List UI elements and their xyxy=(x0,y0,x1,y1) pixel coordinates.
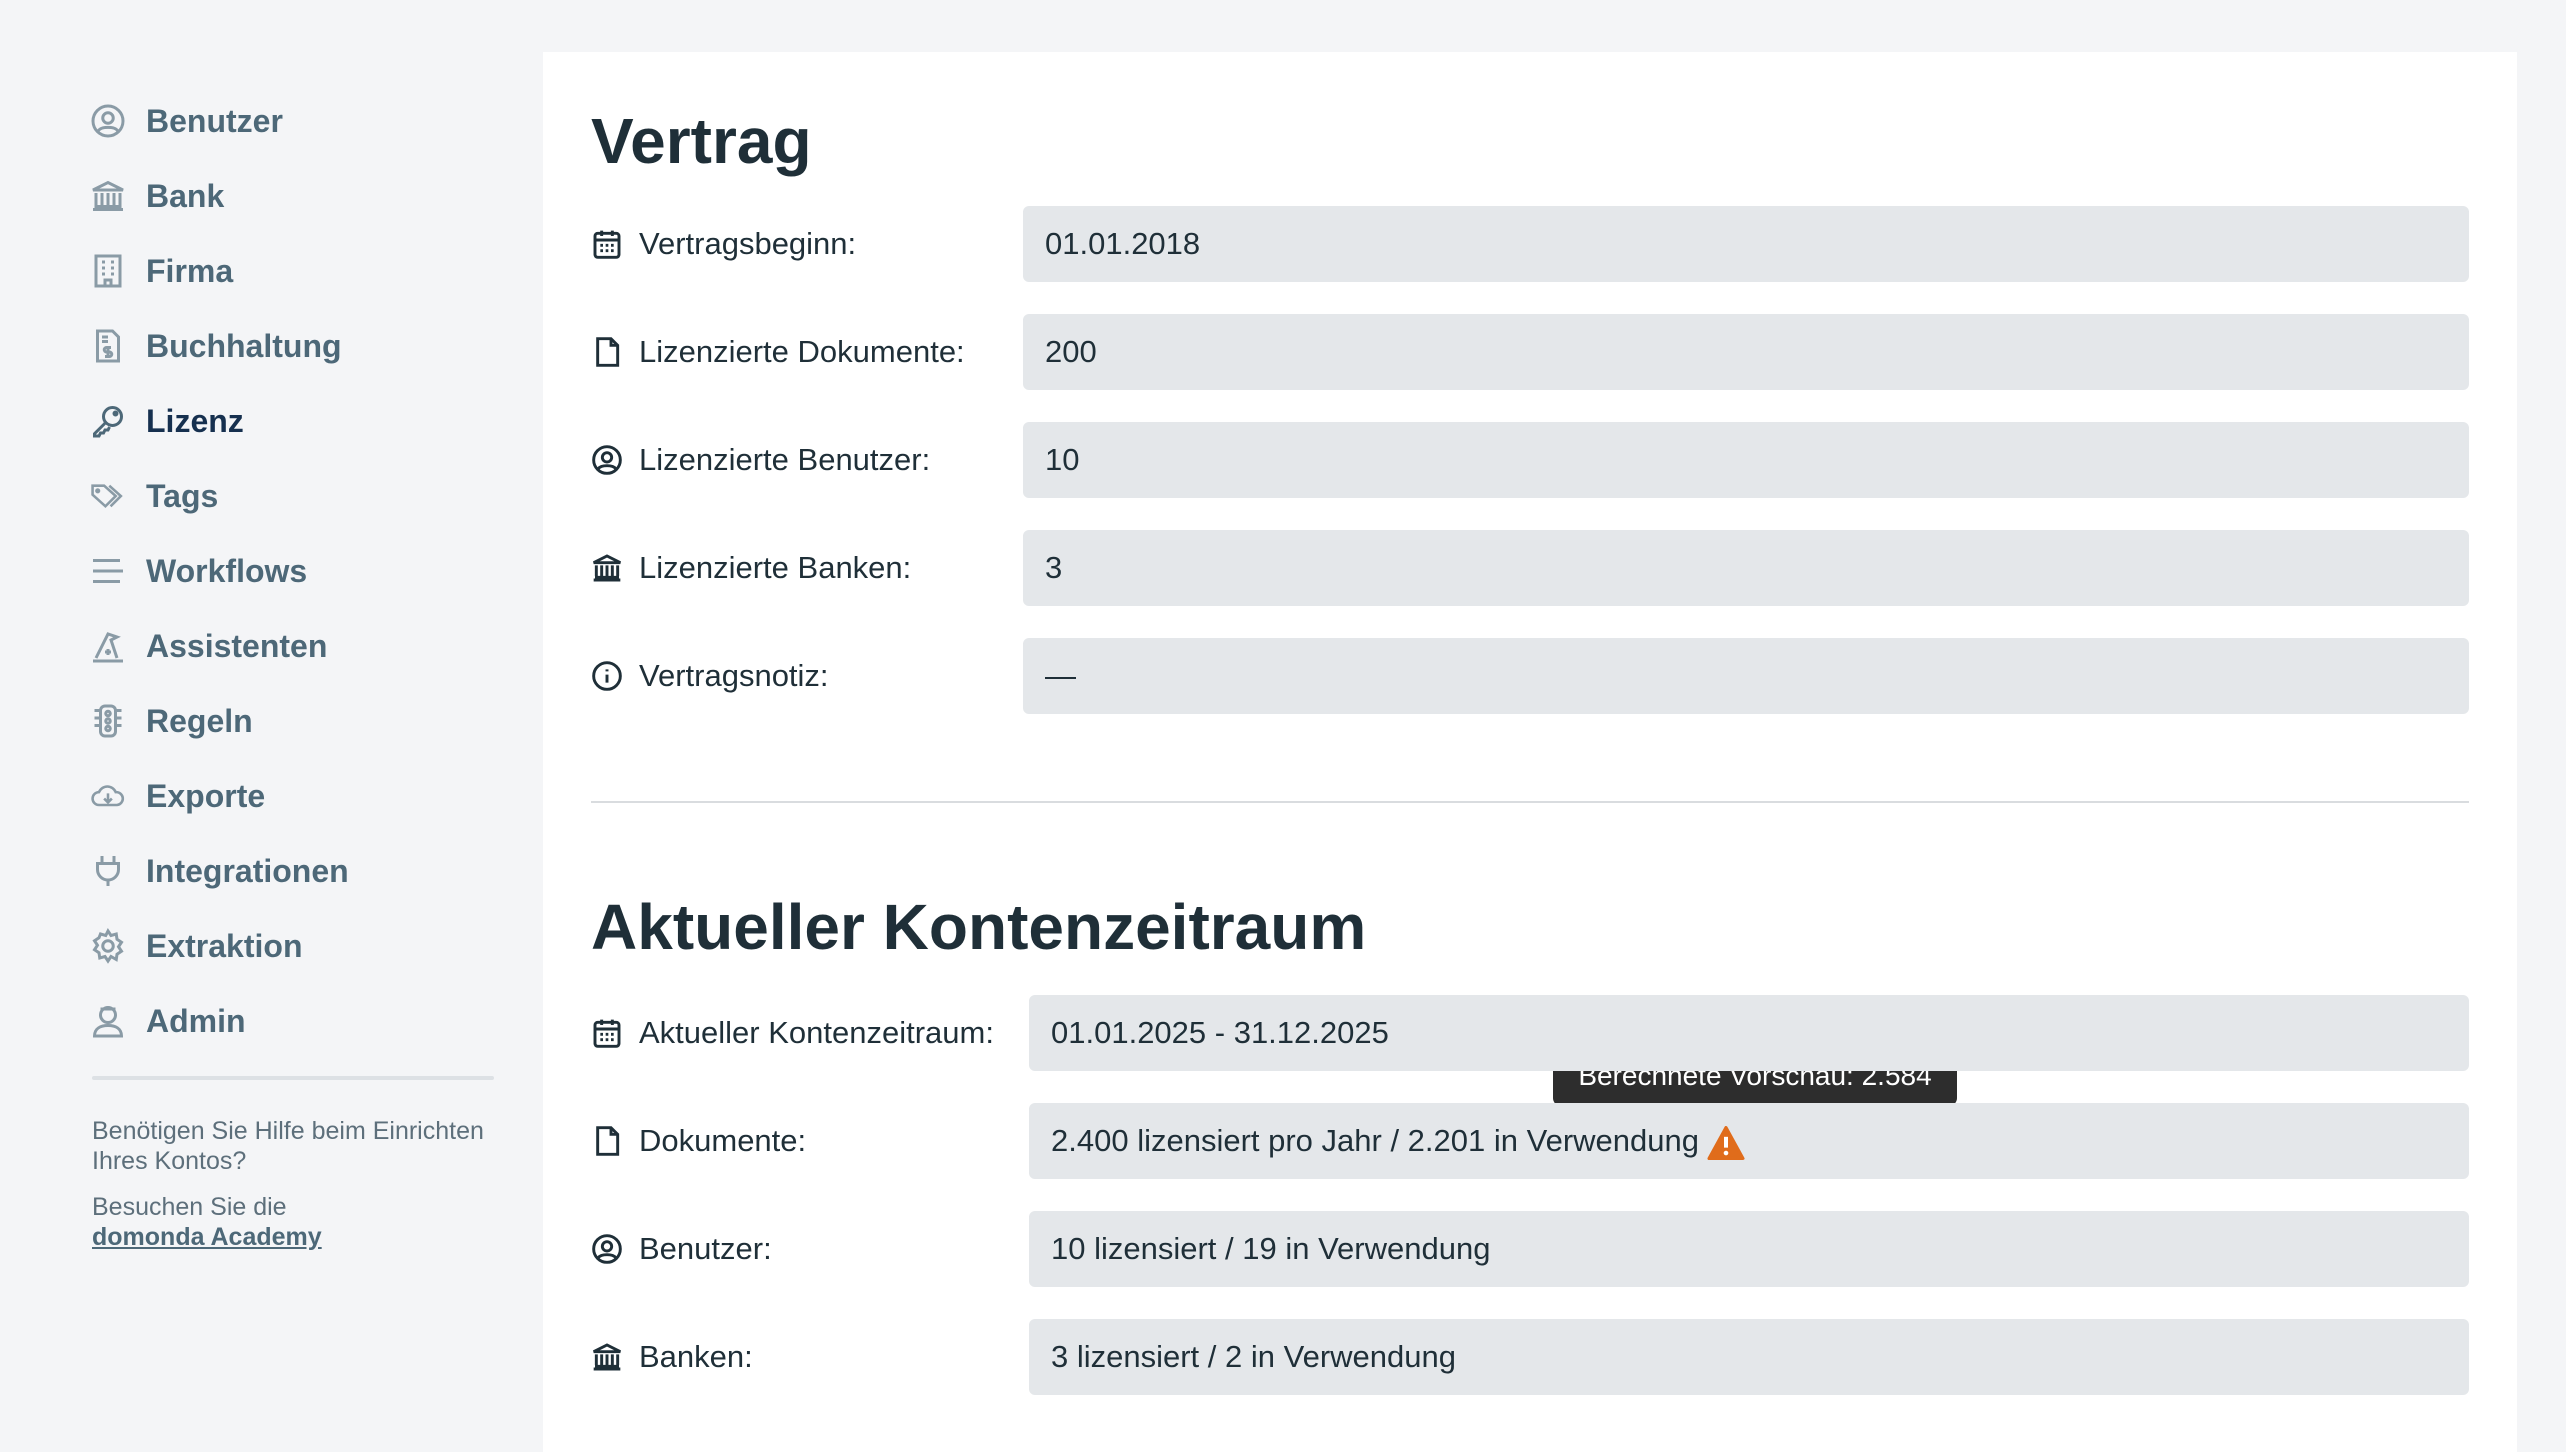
field-value: 3 xyxy=(1023,530,2469,606)
sidebar-item-exporte[interactable]: Exporte xyxy=(90,766,265,826)
field-value-text: 01.01.2025 - 31.12.2025 xyxy=(1051,1015,1389,1050)
period-row: Aktueller Kontenzeitraum: 01.01.2025 - 31… xyxy=(591,995,2469,1071)
sidebar-divider xyxy=(92,1076,494,1080)
field-value-text: 3 lizensiert / 2 in Verwendung xyxy=(1051,1339,1456,1374)
sidebar-item-label: Firma xyxy=(146,252,234,289)
field-value: 10 lizensiert / 19 in Verwendung xyxy=(1029,1211,2469,1287)
sidebar-item-label: Lizenz xyxy=(146,402,244,439)
sidebar-item-firma[interactable]: Firma xyxy=(90,241,233,301)
admin-user-icon xyxy=(90,1003,126,1039)
academy-link[interactable]: domonda Academy xyxy=(92,1223,322,1251)
field-label: Vertragsbeginn: xyxy=(639,226,857,261)
document-icon xyxy=(591,336,623,368)
field-value: — xyxy=(1023,638,2469,714)
help-visit: Besuchen Sie die xyxy=(92,1193,287,1221)
user-circle-icon xyxy=(591,1233,623,1265)
field-value-text: 2.400 lizensiert pro Jahr / 2.201 in Ver… xyxy=(1051,1123,1699,1158)
sidebar-item-benutzer[interactable]: Benutzer xyxy=(90,91,283,151)
field-label: Lizenzierte Benutzer: xyxy=(639,442,931,477)
field-value-text: 200 xyxy=(1045,334,1097,369)
sidebar-item-label: Bank xyxy=(146,177,225,214)
sidebar-item-workflows[interactable]: Workflows xyxy=(90,541,307,601)
traffic-light-icon xyxy=(90,703,126,739)
sidebar-item-admin[interactable]: Admin xyxy=(90,991,246,1051)
cloud-download-icon xyxy=(90,778,126,814)
sidebar-item-label: Extraktion xyxy=(146,927,303,964)
field-value: 2.400 lizensiert pro Jahr / 2.201 in Ver… xyxy=(1029,1103,2469,1179)
field-value: 01.01.2025 - 31.12.2025 xyxy=(1029,995,2469,1071)
contract-title: Vertrag xyxy=(591,105,812,177)
sidebar-item-integrationen[interactable]: Integrationen xyxy=(90,841,349,901)
sidebar-item-buchhaltung[interactable]: Buchhaltung xyxy=(90,316,342,376)
field-value: 3 lizensiert / 2 in Verwendung xyxy=(1029,1319,2469,1395)
sidebar-item-label: Integrationen xyxy=(146,852,349,889)
help-text: Benötigen Sie Hilfe beim Einrichten Ihre… xyxy=(92,1117,484,1175)
field-value-text: 3 xyxy=(1045,550,1063,585)
bank-icon xyxy=(591,1341,623,1373)
sidebar-item-label: Assistenten xyxy=(146,627,328,664)
sidebar-item-assistenten[interactable]: Assistenten xyxy=(90,616,327,676)
sidebar: Benutzer Bank Firma Buchhaltung Lizenz Tags Wo… xyxy=(0,0,520,1412)
license-card: Vertrag Aktueller Kontenzeitraum Berechn… xyxy=(543,52,2517,1452)
sidebar-item-bank[interactable]: Bank xyxy=(90,166,224,226)
contract-row: Lizenzierte Dokumente: 200 xyxy=(591,314,2469,390)
contract-row: Vertragsbeginn: 01.01.2018 xyxy=(591,206,2469,282)
period-row: Benutzer: 10 lizensiert / 19 in Verwendun… xyxy=(591,1211,2469,1287)
bank-icon xyxy=(591,552,623,584)
sidebar-item-label: Benutzer xyxy=(146,102,283,139)
sidebar-item-lizenz[interactable]: Lizenz xyxy=(90,391,244,451)
gear-icon xyxy=(90,928,126,964)
sidebar-item-label: Exporte xyxy=(146,777,266,814)
field-value: 10 xyxy=(1023,422,2469,498)
field-value-text: 01.01.2018 xyxy=(1045,226,1201,261)
invoice-dollar-icon xyxy=(90,328,126,364)
field-value-text: 10 lizensiert / 19 in Verwendung xyxy=(1051,1231,1491,1266)
sidebar-item-extraktion[interactable]: Extraktion xyxy=(90,916,302,976)
sidebar-item-label: Workflows xyxy=(146,552,308,589)
field-label: Lizenzierte Banken: xyxy=(639,550,912,585)
field-label: Aktueller Kontenzeitraum: xyxy=(639,1015,994,1050)
period-row: Dokumente: 2.400 lizensiert pro Jahr / 2.… xyxy=(591,1103,2469,1179)
info-icon xyxy=(591,660,623,692)
lines-icon xyxy=(90,553,126,589)
bank-icon xyxy=(90,178,126,214)
sidebar-item-regeln[interactable]: Regeln xyxy=(90,691,253,751)
field-value-text: — xyxy=(1045,658,1076,693)
contract-row: Lizenzierte Banken: 3 xyxy=(591,530,2469,606)
user-circle-icon xyxy=(591,444,623,476)
wizard-hat-icon xyxy=(90,628,126,664)
field-value: 200 xyxy=(1023,314,2469,390)
key-icon xyxy=(90,403,126,439)
field-label: Vertragsnotiz: xyxy=(639,658,829,693)
help-box: Benötigen Sie Hilfe beim Einrichten Ihre… xyxy=(92,1116,512,1252)
sidebar-item-tags[interactable]: Tags xyxy=(90,466,218,526)
building-icon xyxy=(90,253,126,289)
contract-row: Lizenzierte Benutzer: 10 xyxy=(591,422,2469,498)
calendar-icon xyxy=(591,1017,623,1049)
field-label: Banken: xyxy=(639,1339,753,1374)
field-label: Dokumente: xyxy=(639,1123,807,1158)
period-title: Aktueller Kontenzeitraum xyxy=(591,891,1367,963)
field-value: 01.01.2018 xyxy=(1023,206,2469,282)
sidebar-item-label: Tags xyxy=(146,477,219,514)
period-row: Banken: 3 lizensiert / 2 in Verwendung xyxy=(591,1319,2469,1395)
calendar-icon xyxy=(591,228,623,260)
contract-row: Vertragsnotiz: — xyxy=(591,638,2469,714)
section-divider xyxy=(591,801,2469,803)
field-label: Benutzer: xyxy=(639,1231,772,1266)
sidebar-item-label: Buchhaltung xyxy=(146,327,342,364)
field-label: Lizenzierte Dokumente: xyxy=(639,334,965,369)
sidebar-item-label: Admin xyxy=(146,1002,246,1039)
document-icon xyxy=(591,1125,623,1157)
plug-icon xyxy=(90,853,126,889)
field-value-text: 10 xyxy=(1045,442,1080,477)
user-circle-icon xyxy=(90,103,126,139)
tags-icon xyxy=(90,478,126,514)
warning-icon[interactable] xyxy=(1707,1125,1745,1160)
sidebar-item-label: Regeln xyxy=(146,702,253,739)
